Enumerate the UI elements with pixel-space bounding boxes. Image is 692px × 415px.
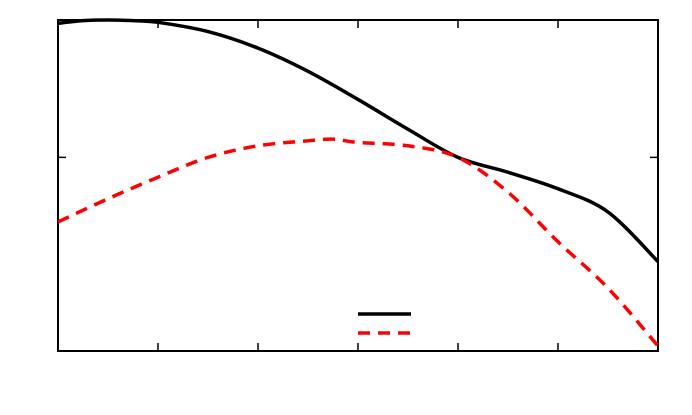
series-line-1 (57, 18, 660, 263)
plot-frame (57, 19, 659, 352)
series-line-2 (57, 137, 660, 348)
